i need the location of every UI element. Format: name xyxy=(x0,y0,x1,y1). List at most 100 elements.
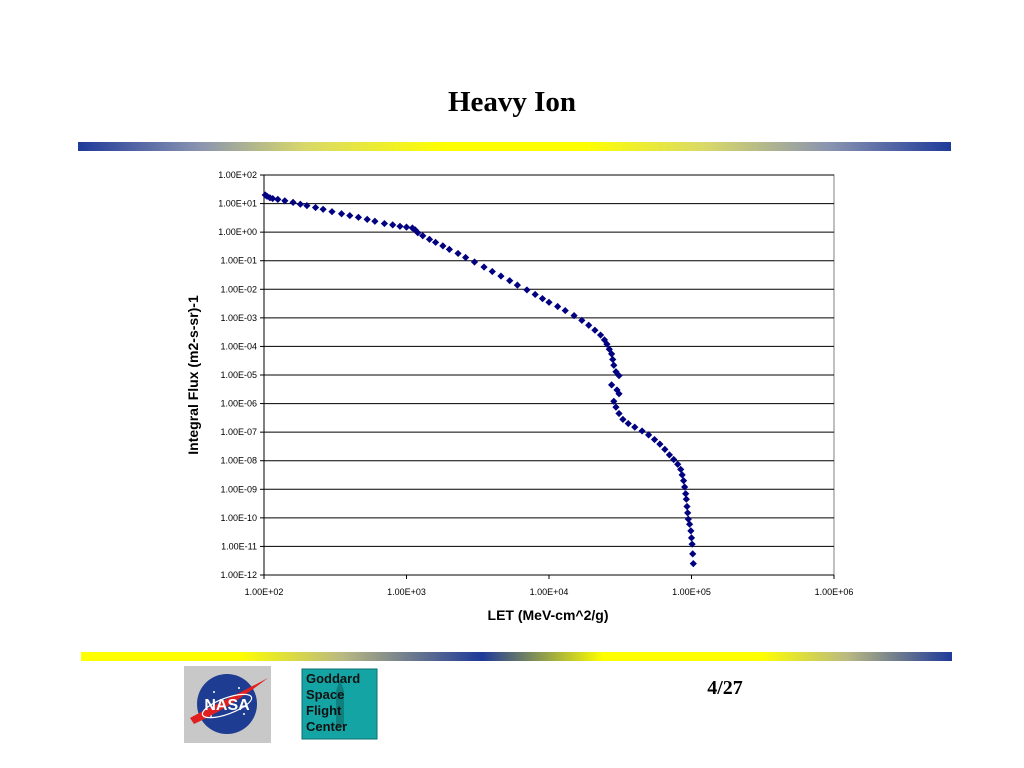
data-point xyxy=(289,198,297,206)
data-point xyxy=(488,267,496,276)
data-point xyxy=(612,368,620,376)
gsfc-line-4: Center xyxy=(306,719,347,734)
data-point xyxy=(445,245,453,253)
page-number: 4/27 xyxy=(707,677,743,699)
data-point xyxy=(462,253,470,262)
data-point xyxy=(689,550,697,558)
y-tick-label: 1.00E-12 xyxy=(220,570,257,580)
data-point xyxy=(674,460,682,468)
top-divider-bar xyxy=(78,142,951,151)
chart-axes: 1.00E+02 1.00E+01 1.00E+00 1.00E-01 1.00E-02… xyxy=(218,170,853,597)
gsfc-line-3: Flight xyxy=(306,703,342,718)
gsfc-line-2: Space xyxy=(306,687,344,702)
data-point xyxy=(682,490,690,498)
data-point xyxy=(570,311,578,320)
y-tick-label: 1.00E-06 xyxy=(220,399,257,409)
data-point xyxy=(346,211,354,220)
nasa-logo: NASA xyxy=(184,666,271,743)
data-point xyxy=(296,200,304,208)
y-tick-label: 1.00E-07 xyxy=(220,427,257,437)
y-tick-label: 1.00E+02 xyxy=(218,170,257,180)
data-point xyxy=(561,306,569,315)
data-point xyxy=(684,509,692,517)
x-tick-label: 1.00E+06 xyxy=(815,587,854,597)
y-tick-label: 1.00E-01 xyxy=(220,256,257,266)
data-point xyxy=(679,477,688,485)
y-tick-label: 1.00E-08 xyxy=(220,456,257,466)
x-tick-label: 1.00E+05 xyxy=(672,587,711,597)
data-point xyxy=(303,201,311,210)
data-point xyxy=(554,302,562,311)
data-point xyxy=(311,203,320,212)
data-point xyxy=(454,249,462,258)
data-point xyxy=(605,345,613,353)
data-point xyxy=(328,208,336,216)
data-point xyxy=(480,263,488,271)
data-point xyxy=(497,272,505,280)
data-point xyxy=(531,290,539,299)
data-point xyxy=(431,238,440,246)
data-point xyxy=(319,205,327,213)
data-point xyxy=(681,483,689,491)
data-point xyxy=(585,321,593,329)
y-tick-label: 1.00E+01 xyxy=(218,199,257,209)
y-tick-label: 1.00E-03 xyxy=(220,313,257,323)
gsfc-line-1: Goddard xyxy=(306,671,360,686)
y-tick-label: 1.00E+00 xyxy=(218,227,257,237)
data-point xyxy=(596,331,605,339)
chart-grid xyxy=(263,174,835,576)
x-tick-label: 1.00E+02 xyxy=(245,587,284,597)
data-point xyxy=(538,295,547,303)
data-point xyxy=(656,440,664,448)
x-tick-label: 1.00E+04 xyxy=(530,587,569,597)
data-point xyxy=(274,195,282,203)
data-point xyxy=(578,316,586,324)
data-point xyxy=(689,560,697,568)
data-point xyxy=(281,197,289,205)
gsfc-logo: Goddard Space Flight Center xyxy=(300,667,379,741)
nasa-logo-text: NASA xyxy=(204,697,250,714)
data-point xyxy=(670,455,678,464)
data-point xyxy=(684,515,692,523)
data-point xyxy=(661,445,669,453)
data-point xyxy=(686,520,694,528)
data-point xyxy=(389,221,397,229)
data-point xyxy=(615,390,623,398)
data-point xyxy=(411,226,419,234)
chart-marks xyxy=(261,191,697,568)
y-tick-label: 1.00E-04 xyxy=(220,341,257,351)
data-point xyxy=(610,361,618,369)
bottom-divider-bar xyxy=(81,652,952,661)
data-point xyxy=(439,242,447,250)
data-point xyxy=(631,423,639,431)
data-point xyxy=(402,223,411,231)
data-point xyxy=(615,409,623,418)
x-axis-title: LET (MeV-cm^2/g) xyxy=(488,607,609,623)
y-axis-title: Integral Flux (m2-s-sr)-1 xyxy=(185,295,201,455)
data-point xyxy=(414,229,422,237)
data-point xyxy=(425,235,434,243)
data-point xyxy=(363,215,371,223)
data-point xyxy=(638,427,646,435)
data-point xyxy=(608,350,616,358)
y-tick-label: 1.00E-05 xyxy=(220,370,257,380)
y-tick-label: 1.00E-11 xyxy=(221,541,257,551)
data-point xyxy=(523,286,531,294)
data-point xyxy=(615,372,623,380)
data-point xyxy=(683,502,691,511)
data-point xyxy=(337,210,346,218)
data-point xyxy=(687,527,695,535)
data-point xyxy=(396,222,404,230)
data-point xyxy=(591,326,599,334)
data-point xyxy=(354,213,363,221)
slide-title: Heavy Ion xyxy=(447,86,577,118)
data-point xyxy=(603,340,611,348)
data-point xyxy=(678,471,686,479)
data-point xyxy=(624,419,632,428)
data-point xyxy=(470,258,479,266)
y-tick-label: 1.00E-02 xyxy=(220,284,257,294)
data-point xyxy=(419,232,427,240)
data-point xyxy=(371,217,379,225)
data-point xyxy=(608,381,616,389)
